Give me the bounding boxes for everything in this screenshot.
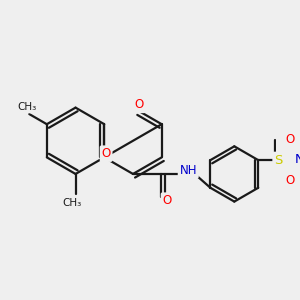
Text: O: O bbox=[101, 147, 111, 160]
Text: N: N bbox=[295, 153, 300, 166]
Text: O: O bbox=[285, 174, 294, 187]
Text: CH₃: CH₃ bbox=[17, 102, 36, 112]
Text: NH: NH bbox=[179, 164, 197, 177]
Text: O: O bbox=[162, 194, 172, 207]
Text: S: S bbox=[274, 154, 283, 166]
Text: O: O bbox=[285, 134, 294, 146]
Text: O: O bbox=[135, 98, 144, 111]
Text: CH₃: CH₃ bbox=[62, 197, 82, 208]
